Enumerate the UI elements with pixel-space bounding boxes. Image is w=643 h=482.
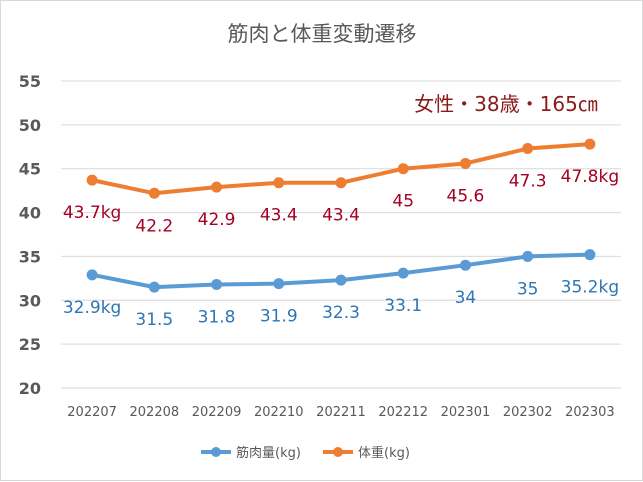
data-label: 47.8kg	[561, 167, 620, 187]
data-label: 45.6	[447, 186, 485, 206]
x-axis-ticks: 202207 202208 202209 202210 202211 202212 2023…	[67, 405, 614, 420]
x-tick-label: 202302	[503, 405, 553, 420]
data-point	[397, 267, 409, 279]
data-label: 32.9kg	[63, 298, 122, 318]
data-labels: 32.9kg 31.5 31.8 31.9 32.3 33.1 34 35 35.2kg 43.7…	[63, 167, 619, 330]
x-tick-label: 202301	[441, 405, 491, 420]
x-tick-label: 202211	[316, 405, 366, 420]
data-label: 43.4	[322, 206, 360, 226]
data-point	[211, 181, 223, 193]
x-tick-label: 202303	[565, 405, 615, 420]
legend-marker	[211, 447, 221, 457]
data-label: 33.1	[384, 296, 422, 316]
data-label: 34	[455, 288, 477, 308]
y-tick-label: 40	[19, 204, 41, 223]
y-tick-label: 35	[19, 247, 41, 266]
data-point	[211, 278, 223, 290]
y-tick-label: 25	[19, 335, 41, 354]
legend-marker	[333, 447, 343, 457]
x-tick-label: 202208	[130, 405, 180, 420]
data-label: 31.9	[260, 307, 298, 327]
y-tick-label: 50	[19, 116, 41, 135]
data-label: 32.3	[322, 303, 360, 323]
data-label: 42.2	[135, 216, 173, 236]
data-point	[459, 157, 471, 169]
y-tick-label: 20	[19, 379, 41, 398]
legend-label: 体重(kg)	[358, 445, 410, 461]
data-point	[335, 274, 347, 286]
data-point	[86, 269, 98, 281]
y-tick-label: 45	[19, 160, 41, 179]
x-tick-label: 202210	[254, 405, 304, 420]
y-axis-ticks: 20 25 30 35 40 45 50 55	[19, 72, 41, 398]
data-point	[522, 250, 534, 262]
y-tick-label: 30	[19, 291, 41, 310]
data-label: 35	[517, 279, 539, 299]
data-label: 43.4	[260, 206, 298, 226]
data-point	[148, 187, 160, 199]
data-point	[335, 177, 347, 189]
chart-title: 筋肉と体重変動遷移	[228, 22, 417, 46]
data-point	[148, 281, 160, 293]
data-point	[273, 278, 285, 290]
data-point	[86, 174, 98, 186]
legend-label: 筋肉量(kg)	[236, 445, 301, 461]
data-point	[584, 249, 596, 261]
data-point	[459, 259, 471, 271]
x-tick-label: 202207	[67, 405, 117, 420]
legend: 筋肉量(kg) 体重(kg)	[201, 445, 410, 461]
data-point	[273, 177, 285, 189]
chart-annotation: 女性・38歳・165㎝	[414, 92, 598, 116]
x-tick-label: 202212	[378, 405, 428, 420]
data-label: 45	[392, 192, 414, 212]
data-label: 43.7kg	[63, 203, 122, 223]
grid-lines	[61, 80, 621, 389]
data-label: 35.2kg	[561, 278, 620, 298]
series-lines	[86, 138, 596, 293]
data-point	[584, 138, 596, 150]
data-point	[522, 143, 534, 155]
y-tick-label: 55	[19, 72, 41, 91]
x-tick-label: 202209	[192, 405, 242, 420]
data-label: 42.9	[198, 210, 236, 230]
data-label: 47.3	[509, 172, 547, 192]
data-point	[397, 163, 409, 175]
data-label: 31.5	[135, 310, 173, 330]
data-label: 31.8	[198, 307, 236, 327]
